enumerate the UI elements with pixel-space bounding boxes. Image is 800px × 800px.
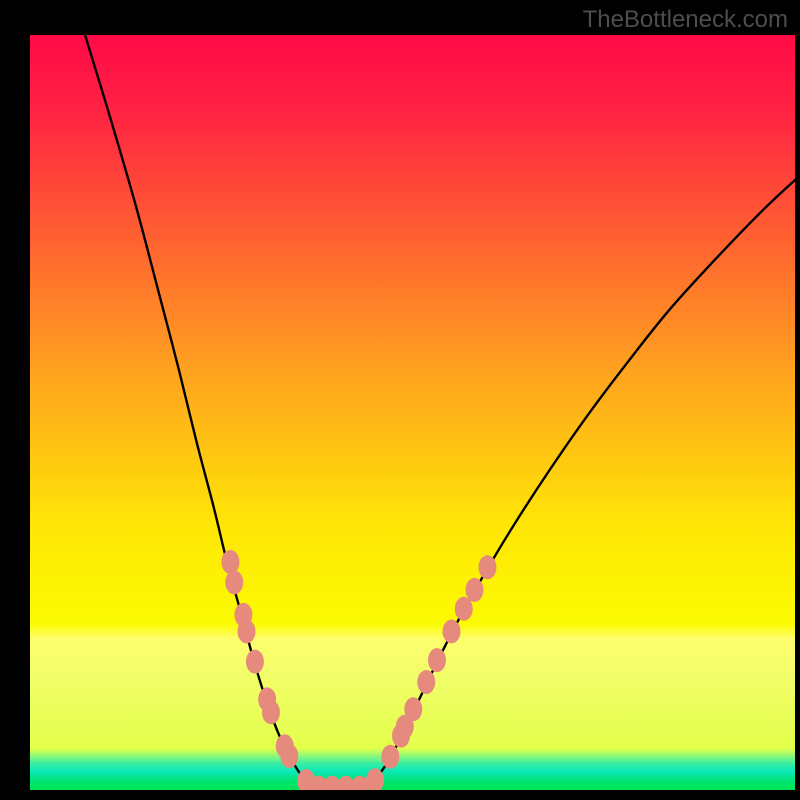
watermark-text: TheBottleneck.com	[583, 6, 788, 34]
data-dot	[280, 744, 298, 768]
data-dots	[221, 550, 496, 790]
data-dot	[237, 619, 255, 643]
data-dot	[478, 555, 496, 579]
data-dot	[417, 670, 435, 694]
curve-right	[365, 180, 795, 788]
chart-frame	[30, 35, 795, 790]
curve-left	[85, 35, 318, 788]
data-dot	[465, 578, 483, 602]
data-dot	[404, 697, 422, 721]
data-dot	[246, 650, 264, 674]
data-dot	[221, 550, 239, 574]
curve-layer	[30, 35, 795, 790]
data-dot	[381, 745, 399, 769]
data-dot	[455, 597, 473, 621]
data-dot	[225, 570, 243, 594]
data-dot	[262, 700, 280, 724]
plot-area	[30, 35, 795, 790]
data-dot	[443, 619, 461, 643]
data-dot	[351, 776, 369, 790]
data-dot	[428, 648, 446, 672]
